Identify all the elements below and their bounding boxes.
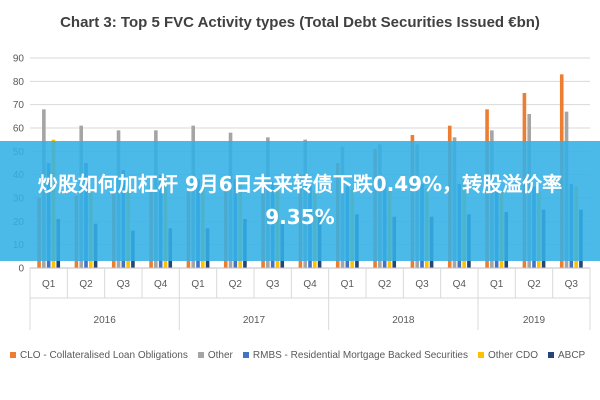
x-tick-label: Q4 <box>154 279 168 290</box>
chart-legend: CLO - Collateralised Loan Obligations Oth… <box>10 345 600 365</box>
legend-swatch <box>197 352 204 358</box>
year-group-label: 2017 <box>243 315 266 326</box>
legend-item: ABCP <box>548 350 585 361</box>
legend-item: Other <box>197 349 233 361</box>
x-tick-label: Q2 <box>79 279 93 290</box>
x-tick-label: Q1 <box>191 279 205 290</box>
chart-title: Chart 3: Top 5 FVC Activity types (Total… <box>60 14 540 31</box>
x-tick-label: Q3 <box>415 279 429 290</box>
y-tick-label: 0 <box>18 264 24 275</box>
legend-label: ABCP <box>558 349 586 361</box>
x-tick-label: Q4 <box>303 279 317 290</box>
x-tick-label: Q3 <box>266 279 280 290</box>
x-tick-label: Q3 <box>565 279 579 290</box>
legend-swatch <box>10 352 16 358</box>
x-tick-label: Q2 <box>229 279 243 290</box>
legend-item: Other CDO <box>477 349 538 361</box>
x-tick-label: Q3 <box>117 279 131 290</box>
legend-swatch <box>477 352 484 358</box>
legend-swatch <box>242 352 249 358</box>
x-tick-label: Q1 <box>42 279 56 290</box>
y-tick-label: 70 <box>13 100 25 111</box>
legend-swatch <box>548 352 554 358</box>
legend-label: RMBS - Residential Mortgage Backed Secur… <box>252 349 468 361</box>
legend-label: Other <box>207 349 233 361</box>
x-tick-label: Q1 <box>490 279 504 290</box>
year-group-label: 2018 <box>392 315 415 326</box>
y-tick-label: 60 <box>13 124 25 135</box>
legend-label: CLO - Collateralised Loan Obligations <box>20 349 188 361</box>
x-tick-label: Q2 <box>378 279 392 290</box>
year-group-label: 2019 <box>523 315 546 326</box>
legend-item: RMBS - Residential Mortgage Backed Secur… <box>242 349 468 361</box>
legend-label: Other CDO <box>487 349 538 361</box>
overlay-banner[interactable]: 炒股如何加杠杆 9月6日未来转债下跌0.49%，转股溢价率9.35% <box>0 141 600 261</box>
legend-item: CLO - Collateralised Loan Obligations <box>10 350 188 361</box>
y-tick-label: 90 <box>13 54 25 65</box>
year-group-label: 2016 <box>94 315 117 326</box>
x-tick-label: Q2 <box>527 279 541 290</box>
y-tick-label: 80 <box>13 77 25 88</box>
x-tick-label: Q1 <box>341 279 355 290</box>
overlay-banner-text[interactable]: 炒股如何加杠杆 9月6日未来转债下跌0.49%，转股溢价率9.35% <box>37 172 563 229</box>
x-tick-label: Q4 <box>453 279 467 290</box>
